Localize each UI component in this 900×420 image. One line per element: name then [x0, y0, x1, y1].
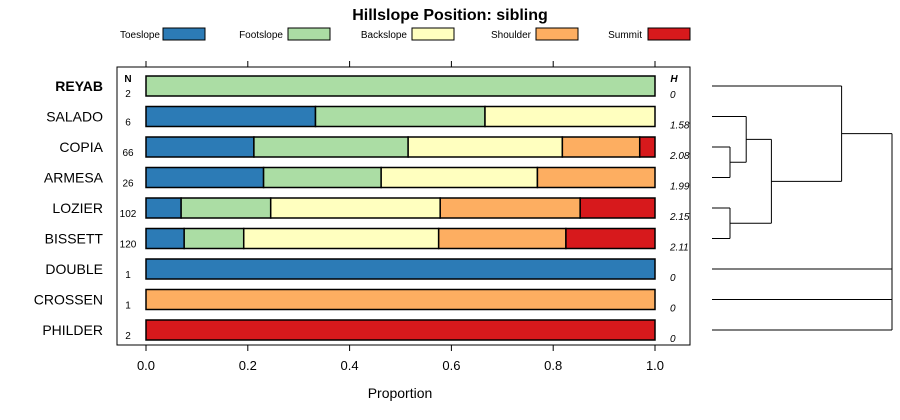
- legend-label-shoulder: Shoulder: [491, 30, 532, 41]
- bar-segment-copia-footslope: [253, 136, 409, 158]
- legend-label-summit: Summit: [608, 30, 642, 41]
- plot-frame: [116, 66, 691, 346]
- row-label-philder: PHILDER: [42, 322, 103, 338]
- h-value-copia: 2.08: [669, 151, 690, 162]
- bar-segment-bissett-backslope: [242, 227, 440, 250]
- bar-segment-lozier-summit: [579, 197, 656, 219]
- h-column-header: H: [670, 74, 678, 85]
- n-value-lozier: 102: [120, 209, 137, 220]
- x-tick-label: 1.0: [646, 358, 664, 373]
- row-label-copia: COPIA: [59, 139, 103, 155]
- legend-swatch-toeslope: [162, 27, 206, 41]
- bar-segment-salado-backslope: [484, 105, 656, 128]
- bar-segment-armesa-shoulder: [536, 166, 656, 189]
- bar-segment-armesa-footslope: [262, 166, 382, 189]
- h-value-bissett: 2.11: [669, 243, 689, 254]
- n-value-philder: 2: [125, 331, 131, 342]
- n-value-double: 1: [125, 270, 131, 281]
- x-tick-label: 0.2: [239, 358, 257, 373]
- h-value-crossen: 0: [670, 304, 676, 315]
- bar-segment-bissett-shoulder: [437, 227, 567, 250]
- legend-label-toeslope: Toeslope: [120, 30, 160, 41]
- legend-swatch-summit: [647, 27, 691, 41]
- legend-swatch-shoulder: [535, 27, 579, 41]
- legend-label-footslope: Footslope: [239, 30, 283, 41]
- n-value-salado: 6: [125, 118, 131, 129]
- row-label-reyab: REYAB: [55, 78, 103, 94]
- h-value-lozier: 2.15: [669, 212, 690, 223]
- x-tick-label: 0.6: [442, 358, 460, 373]
- h-value-philder: 0: [670, 334, 676, 345]
- bar-segment-bissett-toeslope: [145, 227, 185, 250]
- h-value-double: 0: [670, 273, 676, 284]
- dendrogram: [712, 85, 893, 331]
- row-label-salado: SALADO: [46, 109, 103, 125]
- n-value-copia: 66: [122, 148, 134, 159]
- h-value-armesa: 1.99: [670, 182, 690, 193]
- h-value-salado: 1.58: [670, 121, 690, 132]
- x-tick-label: 0.4: [341, 358, 359, 373]
- n-value-reyab: 2: [125, 89, 131, 100]
- n-value-crossen: 1: [125, 301, 131, 312]
- bar-segment-salado-footslope: [314, 105, 486, 128]
- bar-segment-lozier-toeslope: [145, 197, 182, 219]
- bar-segment-copia-toeslope: [145, 136, 255, 158]
- bar-segment-armesa-backslope: [380, 166, 539, 189]
- bar-segment-crossen-shoulder: [145, 288, 656, 311]
- n-value-armesa: 26: [122, 179, 134, 190]
- bar-segment-armesa-toeslope: [145, 166, 265, 189]
- bar-segment-copia-backslope: [407, 136, 564, 158]
- row-label-bissett: BISSETT: [45, 231, 104, 247]
- legend: Toeslope Footslope Backslope Shoulder Summit: [120, 27, 691, 41]
- legend-label-backslope: Backslope: [361, 30, 408, 41]
- x-axis-label: Proportion: [368, 385, 433, 401]
- bar-segment-double-toeslope: [145, 258, 656, 280]
- chart-title: Hillslope Position: sibling: [352, 7, 548, 24]
- legend-swatch-footslope: [287, 27, 331, 41]
- bar-segment-copia-shoulder: [561, 136, 641, 158]
- n-value-bissett: 120: [120, 240, 137, 251]
- bar-segment-reyab-footslope: [145, 75, 656, 97]
- bar-segment-bissett-summit: [565, 227, 656, 250]
- legend-swatch-backslope: [411, 27, 455, 41]
- x-tick-label: 0.8: [544, 358, 562, 373]
- bar-segment-philder-summit: [145, 319, 656, 341]
- row-label-armesa: ARMESA: [44, 170, 104, 186]
- h-value-reyab: 0: [670, 90, 676, 101]
- bar-segment-lozier-footslope: [180, 197, 272, 219]
- bar-segment-lozier-backslope: [269, 197, 441, 219]
- plot-area: 0.0 0.2 0.4 0.6 0.8 1.0 N H REYAB 2 0 SALADO 6 1.58 CO…: [34, 61, 691, 373]
- bar-segment-salado-toeslope: [145, 105, 317, 128]
- row-label-lozier: LOZIER: [52, 200, 103, 216]
- bar-segment-copia-summit: [638, 136, 656, 158]
- bar-segment-lozier-shoulder: [439, 197, 581, 219]
- row-label-double: DOUBLE: [45, 261, 103, 277]
- n-column-header: N: [124, 74, 131, 85]
- bar-segment-bissett-footslope: [183, 227, 245, 250]
- row-label-crossen: CROSSEN: [34, 292, 103, 308]
- x-tick-label: 0.0: [137, 358, 155, 373]
